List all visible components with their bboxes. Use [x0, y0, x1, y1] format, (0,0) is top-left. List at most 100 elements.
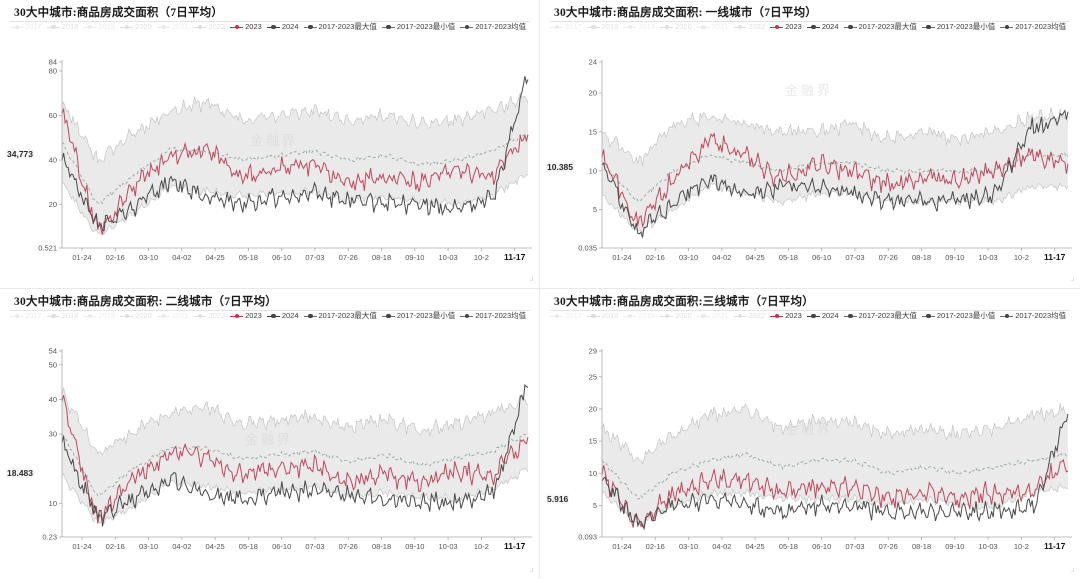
legend-item-2017-2023均值[interactable]: 2017-2023均值: [460, 22, 526, 32]
legend-item-faded[interactable]: 2017: [10, 311, 42, 321]
legend-item-2024[interactable]: 2024: [806, 22, 839, 32]
line-chart-svg: 54 50 40 30 10 0.23 01-24 02-16 03-10 04-02 04-25 0…: [42, 347, 532, 551]
panel-total: 30大中城市:商品房成交面积（7日平均） 2017 2018 2019 2020 202…: [0, 0, 540, 289]
legend-swatch-icon: [696, 24, 710, 29]
legend-item-faded[interactable]: 2018: [586, 311, 619, 321]
legend-item-label: 2024: [821, 311, 839, 320]
title-divider: [550, 21, 1070, 22]
line-chart-svg: 29 25 20 15 10 5 0.093 01-24 02-16 03-10 04-02 04-2…: [578, 347, 1072, 551]
x-tick-label: 10-03: [979, 253, 998, 262]
current-value-label: 18.483: [6, 467, 34, 478]
legend-item-2017-2023最大值[interactable]: 2017-2023最大值: [843, 22, 917, 32]
legend-item-2017-2023均值[interactable]: 2017-2023均值: [460, 311, 526, 321]
x-tick-label: 05-18: [239, 253, 258, 262]
legend-item-2023[interactable]: 2023: [770, 22, 802, 32]
legend-item-2024[interactable]: 2024: [266, 22, 299, 32]
legend-item-faded[interactable]: 2021: [696, 311, 728, 321]
legend-swatch-icon: [156, 313, 170, 318]
legend-item-label: 2017-2023均值: [1015, 311, 1067, 320]
legend-item-faded[interactable]: 2020: [660, 311, 692, 321]
legend-item-2024[interactable]: 2024: [266, 311, 299, 321]
series-max: [61, 387, 529, 456]
x-tick-label: 03-10: [679, 542, 698, 551]
legend-item-2017-2023最小值[interactable]: 2017-2023最小值: [381, 22, 456, 32]
series-2023: [61, 395, 529, 524]
legend-swatch-icon: [10, 24, 23, 29]
legend-item-faded[interactable]: 2018: [46, 311, 79, 321]
panel-tier2: 30大中城市:商品房成交面积: 二线城市（7日平均） 2017 2018 2019 2…: [0, 289, 540, 579]
legend-item-2017-2023最小值[interactable]: 2017-2023最小值: [921, 311, 995, 321]
series-2024: [601, 109, 1069, 238]
legend-item-2023[interactable]: 2023: [770, 311, 802, 321]
legend-item-label: 2021: [171, 311, 189, 320]
legend: 2017 2018 2019 2020 2021 2022 2023 2024 2017-202…: [550, 311, 1074, 321]
x-tick-label: 07-03: [845, 542, 864, 551]
legend-item-faded[interactable]: 2019: [83, 311, 115, 321]
x-tick-label: 11-17: [504, 541, 526, 551]
legend-item-faded[interactable]: 2017: [10, 22, 42, 32]
legend-item-faded[interactable]: 2021: [696, 22, 728, 32]
legend-item-2017-2023最大值[interactable]: 2017-2023最大值: [843, 311, 917, 321]
legend-item-faded[interactable]: 2021: [156, 311, 189, 321]
legend-item-2017-2023最小值[interactable]: 2017-2023最小值: [381, 311, 455, 321]
series-2023: [601, 132, 1069, 228]
legend-item-faded[interactable]: 2019: [623, 311, 655, 321]
legend-swatch-icon: [230, 24, 244, 29]
legend-item-faded[interactable]: 2017: [550, 22, 582, 32]
legend-item-2017-2023均值[interactable]: 2017-2023均值: [1000, 311, 1066, 321]
y-tick-label: 54: [49, 347, 57, 356]
y-tick-label: 40: [49, 395, 57, 404]
legend-item-faded[interactable]: 2020: [120, 311, 152, 321]
y-tick-label: 30: [49, 430, 57, 439]
x-tick-label: 05-18: [779, 542, 798, 551]
plot-area: 5.916 29 25 20 15 10 5 0.093 01-24 02-16 03-10 04-0…: [540, 341, 1080, 569]
series-min: [601, 483, 1069, 526]
legend-item-faded[interactable]: 2019: [623, 22, 655, 32]
legend-item-label: 2023: [245, 22, 262, 31]
series-2024: [61, 383, 529, 527]
series-2023: [601, 458, 1069, 530]
legend-item-faded[interactable]: 2017: [550, 311, 582, 321]
y-tick-label: 50: [49, 360, 57, 369]
legend-item-faded[interactable]: 2020: [660, 22, 692, 32]
x-tick-label: 10-2: [474, 253, 489, 262]
legend-swatch-icon: [303, 313, 317, 318]
legend-item-faded[interactable]: 2022: [193, 22, 225, 32]
legend-item-faded[interactable]: 2018: [586, 22, 618, 32]
legend-item-label: 2018: [601, 311, 619, 320]
legend-item-label: 2018: [61, 311, 79, 320]
legend-item-2017-2023均值[interactable]: 2017-2023均值: [1000, 22, 1066, 32]
x-tick-label: 05-18: [239, 542, 258, 551]
legend-item-faded[interactable]: 2022: [193, 311, 225, 321]
legend-item-faded[interactable]: 2021: [156, 22, 188, 32]
x-tick-label: 02-16: [646, 253, 665, 262]
legend-swatch-icon: [46, 313, 60, 318]
x-tick-label: 07-26: [879, 253, 898, 262]
x-tick-label: 07-03: [845, 253, 864, 262]
series-avg: [61, 133, 529, 205]
legend-item-label: 2018: [61, 22, 79, 31]
legend-item-faded[interactable]: 2020: [120, 22, 152, 32]
legend-item-faded[interactable]: 2019: [83, 22, 115, 32]
legend-swatch-icon: [623, 24, 637, 29]
legend-item-2017-2023最小值[interactable]: 2017-2023最小值: [921, 22, 995, 32]
x-tick-label: 06-10: [812, 253, 831, 262]
legend-item-label: 2024: [281, 22, 299, 31]
legend-item-2017-2023最大值[interactable]: 2017-2023最大值: [303, 22, 377, 32]
legend-item-label: 2017-2023最小值: [396, 22, 456, 31]
legend-item-2023[interactable]: 2023: [230, 22, 262, 32]
y-tick-label: 29: [589, 347, 597, 356]
x-tick-label: 11-17: [504, 252, 526, 262]
legend-item-label: 2017-2023最大值: [318, 22, 377, 31]
x-tick-label: 04-25: [746, 253, 765, 262]
legend-swatch-icon: [696, 313, 710, 318]
legend-item-2017-2023最大值[interactable]: 2017-2023最大值: [303, 311, 377, 321]
legend-item-faded[interactable]: 2022: [733, 22, 765, 32]
legend-item-faded[interactable]: 2018: [46, 22, 79, 32]
legend-item-2024[interactable]: 2024: [806, 311, 839, 321]
legend-item-faded[interactable]: 2022: [733, 311, 765, 321]
legend-item-2023[interactable]: 2023: [230, 311, 262, 321]
x-tick-label: 01-24: [72, 253, 91, 262]
